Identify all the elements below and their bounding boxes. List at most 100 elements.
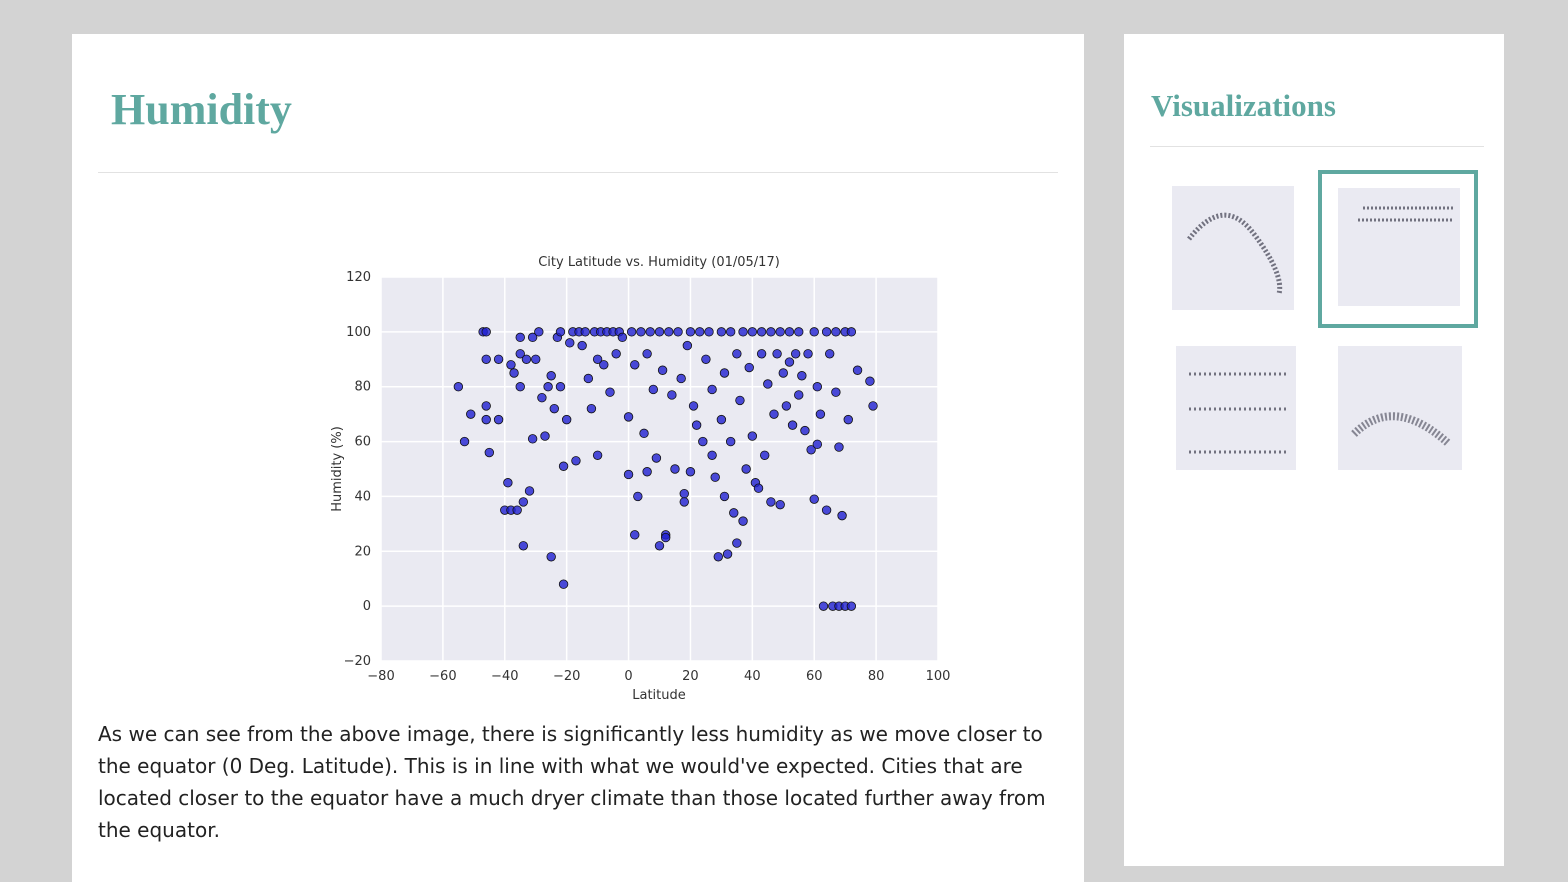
- point: [775, 327, 785, 337]
- point: [747, 327, 758, 337]
- point: [558, 461, 569, 471]
- point: [812, 382, 823, 392]
- point: [599, 360, 609, 370]
- point: [719, 368, 730, 378]
- point: [549, 403, 559, 414]
- point: [707, 384, 717, 395]
- point: [673, 327, 683, 337]
- point: [868, 401, 878, 411]
- point: [806, 445, 816, 455]
- point: [642, 349, 652, 359]
- point: [843, 414, 853, 425]
- point: [769, 409, 779, 419]
- point: [735, 395, 745, 406]
- point: [688, 401, 699, 411]
- chart: City Latitude vs. Humidity (01/05/17) La…: [330, 255, 950, 703]
- point: [481, 354, 491, 364]
- point: [716, 327, 727, 337]
- point: [633, 491, 643, 502]
- point: [664, 327, 674, 337]
- y-tick-label: −20: [344, 654, 371, 669]
- point: [732, 538, 742, 548]
- point: [623, 412, 634, 422]
- point: [725, 436, 736, 447]
- x-tick-label: 40: [744, 669, 761, 684]
- thumbnail-selected[interactable]: [1318, 170, 1478, 328]
- point: [787, 420, 798, 430]
- thumbnail[interactable]: [1154, 174, 1304, 324]
- point: [766, 497, 776, 507]
- plot-area: [381, 277, 938, 661]
- point: [515, 382, 525, 392]
- point: [815, 409, 826, 419]
- point: [481, 327, 491, 337]
- point: [732, 349, 742, 359]
- point: [747, 431, 758, 441]
- point: [679, 488, 689, 499]
- point: [484, 447, 495, 458]
- point: [695, 327, 705, 337]
- point: [555, 382, 566, 392]
- point: [642, 467, 652, 477]
- point: [741, 464, 751, 474]
- x-tick-label: 80: [868, 669, 885, 684]
- point: [527, 434, 538, 444]
- x-axis-label: Latitude: [632, 688, 686, 703]
- thumbnail[interactable]: [1154, 334, 1304, 484]
- point: [577, 340, 587, 351]
- point: [738, 516, 748, 526]
- point: [821, 327, 832, 337]
- point: [834, 442, 844, 452]
- point: [744, 362, 754, 373]
- point: [701, 354, 711, 364]
- point: [831, 327, 841, 337]
- description: As we can see from the above image, ther…: [98, 722, 1046, 842]
- y-tick-label: 120: [346, 270, 371, 285]
- point: [682, 340, 693, 351]
- point: [506, 360, 516, 370]
- point: [778, 368, 788, 378]
- x-tick-label: 60: [806, 669, 823, 684]
- point: [846, 601, 857, 611]
- point: [623, 469, 634, 480]
- point: [794, 390, 804, 400]
- point: [639, 428, 649, 439]
- point: [512, 505, 522, 515]
- point: [667, 390, 677, 400]
- point: [824, 349, 835, 359]
- point: [685, 467, 696, 477]
- point: [760, 450, 770, 460]
- point: [725, 327, 736, 337]
- point: [503, 478, 513, 488]
- sidebar-title: Visualizations: [1151, 88, 1336, 123]
- point: [527, 332, 538, 343]
- point: [617, 332, 628, 343]
- point: [592, 354, 603, 364]
- thumbnail[interactable]: [1324, 334, 1474, 484]
- point: [846, 327, 857, 337]
- point: [812, 439, 823, 450]
- point: [821, 505, 832, 515]
- point: [753, 483, 764, 493]
- point: [537, 392, 547, 403]
- point: [540, 431, 550, 441]
- point: [515, 332, 525, 343]
- point: [531, 354, 541, 364]
- point: [565, 338, 575, 348]
- point: [784, 327, 795, 337]
- point: [698, 436, 708, 447]
- point: [645, 327, 655, 337]
- point: [580, 327, 590, 337]
- point: [707, 450, 717, 460]
- point: [719, 491, 730, 502]
- y-tick-label: 100: [346, 325, 371, 340]
- point: [583, 373, 594, 384]
- x-tick-label: 0: [624, 669, 632, 684]
- point: [691, 420, 702, 430]
- point: [784, 357, 795, 367]
- x-tick-label: −60: [429, 669, 456, 684]
- point: [481, 414, 491, 425]
- point: [852, 365, 863, 375]
- point: [651, 453, 662, 463]
- point: [648, 384, 659, 395]
